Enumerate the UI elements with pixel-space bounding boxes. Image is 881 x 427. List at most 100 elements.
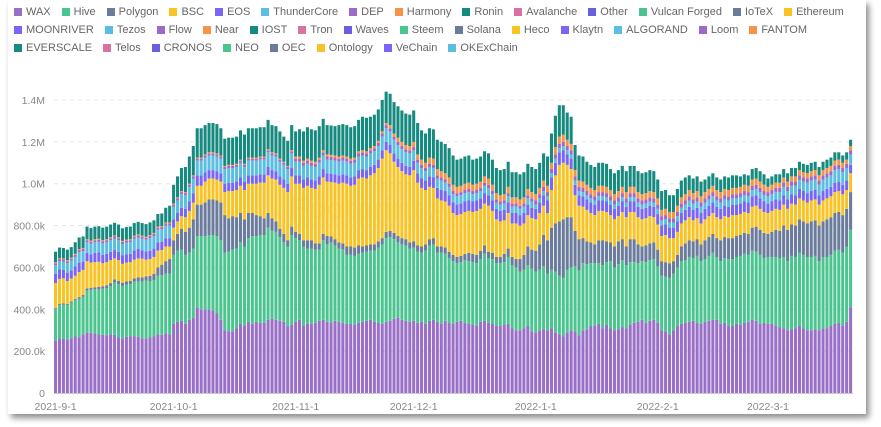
legend-item-avalanche[interactable]: Avalanche [514, 5, 577, 19]
bar-segment-bsc [235, 189, 239, 218]
bar-segment-hive [742, 253, 746, 323]
bar-segment-polygon [837, 211, 841, 250]
bar-segment-harmony [113, 235, 117, 237]
bar-segment-polygon [156, 267, 160, 276]
bar-segment-thundercore [238, 162, 243, 178]
bar-segment-dep [640, 200, 644, 205]
legend-item-iost[interactable]: IOST [249, 23, 287, 37]
legend-item-telos[interactable]: Telos [103, 41, 141, 55]
legend-item-loom[interactable]: Loom [698, 23, 738, 37]
bar-segment-ronin [97, 226, 101, 239]
legend-item-other[interactable]: Other [588, 5, 628, 19]
bar-segment-harmony [77, 249, 81, 251]
bar-segment-bsc [695, 218, 699, 240]
bar-segment-wax [561, 336, 565, 393]
bar-segment-thundercore [683, 204, 687, 210]
legend-item-near[interactable]: Near [202, 23, 239, 37]
bar-segment-eos [644, 207, 648, 219]
legend-item-wax[interactable]: WAX [14, 5, 51, 19]
legend-item-solana[interactable]: Solana [454, 23, 501, 37]
bar-segment-thundercore [786, 191, 790, 200]
bar-segment-polygon [179, 228, 184, 250]
legend-item-heco[interactable]: Heco [511, 23, 550, 37]
bar-segment-eos [105, 253, 109, 263]
bar-segment-hive [93, 289, 97, 334]
bar-segment-hive [746, 254, 750, 322]
bar-segment-eos [286, 183, 290, 193]
bar-segment-bsc [538, 213, 542, 245]
legend-item-algorand[interactable]: ALGORAND [614, 23, 688, 37]
bar-segment-harmony [770, 184, 774, 190]
bar-segment-polygon [817, 225, 821, 262]
legend-item-tezos[interactable]: Tezos [104, 23, 146, 37]
legend-item-thundercore[interactable]: ThunderCore [261, 5, 338, 19]
bar-segment-ronin [636, 171, 640, 193]
legend-item-steem[interactable]: Steem [399, 23, 444, 37]
bar-segment-harmony [211, 152, 215, 154]
legend-item-klaytn[interactable]: Klaytn [560, 23, 603, 37]
legend-item-cronos[interactable]: CRONOS [151, 41, 212, 55]
bar-segment-bsc [734, 215, 738, 237]
bar-segment-thundercore [463, 193, 467, 202]
bar-segment-bsc [420, 187, 424, 247]
legend-item-flow[interactable]: Flow [156, 23, 192, 37]
legend-item-everscale[interactable]: EVERSCALE [14, 41, 92, 55]
bar-segment-polygon [636, 244, 640, 264]
legend-item-vulcan-forged[interactable]: Vulcan Forged [638, 5, 722, 19]
bar-segment-bsc [172, 227, 176, 241]
bar-segment-wax [313, 322, 317, 393]
legend-item-vechain[interactable]: VeChain [383, 41, 437, 55]
legend-item-harmony[interactable]: Harmony [394, 5, 451, 19]
legend-item-bsc[interactable]: BSC [169, 5, 204, 19]
bar-segment-wax [254, 321, 258, 393]
bar-segment-ronin [569, 116, 573, 144]
bar-segment-harmony [711, 185, 715, 193]
legend-item-waves[interactable]: Waves [343, 23, 389, 37]
legend-item-fantom[interactable]: FANTOM [749, 23, 807, 37]
bar-segment-ronin [734, 175, 738, 188]
bar-segment-wax [801, 328, 805, 393]
legend-item-iotex[interactable]: IoTeX [732, 5, 773, 19]
bar-segment-thundercore [825, 177, 829, 189]
bar-segment-hive [778, 258, 782, 328]
bar-segment-hive [290, 234, 294, 325]
legend-item-polygon[interactable]: Polygon [106, 5, 158, 19]
bar-segment-bsc [376, 168, 380, 242]
bar-segment-bsc [463, 211, 467, 254]
bar-segment-polygon [274, 221, 278, 232]
legend-item-ethereum[interactable]: Ethereum [784, 5, 844, 19]
bar-segment-eos [231, 182, 235, 192]
bar-segment-harmony [471, 184, 475, 192]
legend-item-hive[interactable]: Hive [61, 5, 96, 19]
legend-item-ronin[interactable]: Ronin [462, 5, 503, 19]
legend-item-dep[interactable]: DEP [349, 5, 384, 19]
legend-item-neo[interactable]: NEO [223, 41, 259, 55]
bar-segment-harmony [581, 181, 585, 188]
legend-item-okexchain[interactable]: OKExChain [448, 41, 518, 55]
legend-item-oec[interactable]: OEC [269, 41, 306, 55]
bar-segment-hive [54, 309, 58, 341]
bar-segment-ronin [526, 163, 530, 189]
legend-item-tron[interactable]: Tron [298, 23, 333, 37]
bar-segment-wax [321, 319, 325, 393]
bar-segment-eos [770, 201, 774, 211]
bar-segment-dep [762, 191, 766, 196]
bar-segment-hive [813, 255, 817, 330]
bar-segment-bsc [337, 183, 341, 243]
legend-item-moonriver[interactable]: MOONRIVER [14, 23, 94, 37]
bar-segment-thundercore [439, 180, 443, 190]
bar-segment-polygon [183, 231, 187, 255]
bar-segment-thundercore [475, 193, 479, 201]
bar-segment-dep [534, 200, 538, 205]
bar-segment-hive [105, 288, 109, 336]
bar-segment-thundercore [270, 155, 274, 171]
legend-item-eos[interactable]: EOS [215, 5, 250, 19]
bar-segment-dep [443, 179, 447, 183]
bar-segment-wax [565, 332, 569, 393]
legend-item-ontology[interactable]: Ontology [316, 41, 373, 55]
bar-segment-dep [215, 154, 219, 157]
bar-segment-polygon [738, 234, 742, 256]
bar-segment-bsc [400, 171, 404, 239]
bar-segment-eos [274, 171, 278, 180]
bar-segment-bsc [238, 185, 243, 214]
